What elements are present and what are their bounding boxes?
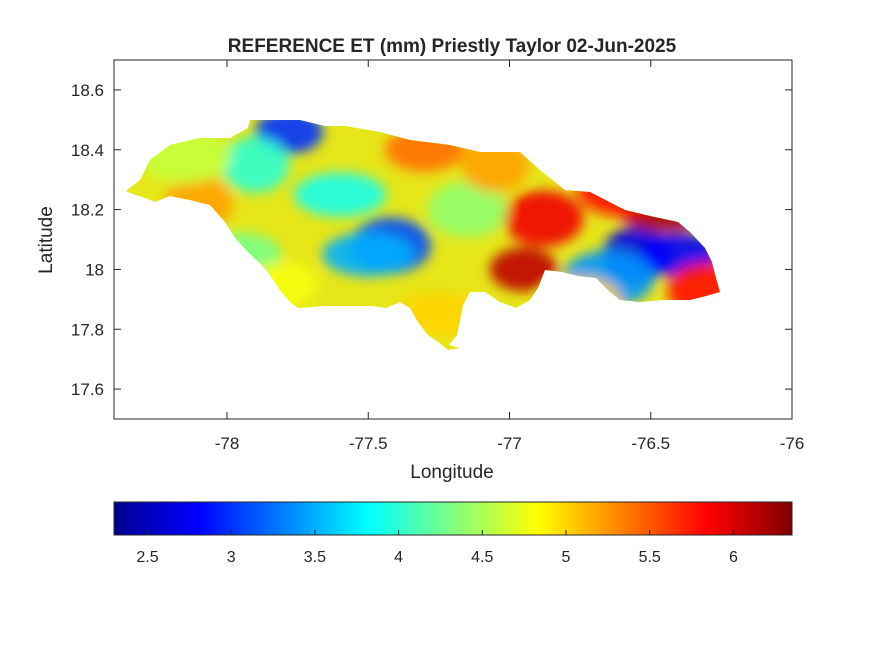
colorbar xyxy=(113,501,793,536)
y-tick-label: 17.6 xyxy=(71,380,104,399)
y-tick-label: 18.4 xyxy=(71,141,104,160)
colorbar-tick-label: 4 xyxy=(394,549,403,566)
y-axis: 17.6 17.8 18 18.2 18.4 18.6 xyxy=(71,81,792,399)
colorbar-ticks: 2.5 3 3.5 4 4.5 5 5.5 6 xyxy=(136,530,738,566)
colorbar-tick-label: 2.5 xyxy=(136,549,158,566)
heatmap-hotspot xyxy=(221,136,290,193)
x-tick-label: -76 xyxy=(780,434,805,453)
y-tick-label: 18.2 xyxy=(71,201,104,220)
x-tick-label: -77.5 xyxy=(349,434,388,453)
heatmap-hotspot xyxy=(427,181,508,238)
heatmap-hotspot xyxy=(322,232,415,277)
colorbar-tick-label: 5.5 xyxy=(639,549,661,566)
x-tick-label: -77 xyxy=(497,434,522,453)
y-tick-label: 17.8 xyxy=(71,320,104,339)
colorbar-tick-label: 3.5 xyxy=(304,549,326,566)
colorbar-tick-label: 4.5 xyxy=(471,549,493,566)
y-tick-label: 18 xyxy=(85,260,104,279)
heatmap-hotspot xyxy=(294,172,386,217)
colorbar-tick-label: 6 xyxy=(729,549,738,566)
chart-title: REFERENCE ET (mm) Priestly Taylor 02-Jun… xyxy=(228,36,677,57)
y-tick-label: 18.6 xyxy=(71,81,104,100)
x-tick-label: -78 xyxy=(215,434,240,453)
heatmap-hotspot xyxy=(503,190,584,247)
heatmap-hotspot xyxy=(489,247,558,292)
colorbar-tick-label: 3 xyxy=(227,549,236,566)
x-axis: -78 -77.5 -77 -76.5 -76 xyxy=(215,60,805,453)
x-tick-label: -76.5 xyxy=(631,434,670,453)
x-axis-label: Longitude xyxy=(410,462,493,483)
y-axis-label: Latitude xyxy=(36,206,57,274)
colorbar-tick-label: 5 xyxy=(562,549,571,566)
